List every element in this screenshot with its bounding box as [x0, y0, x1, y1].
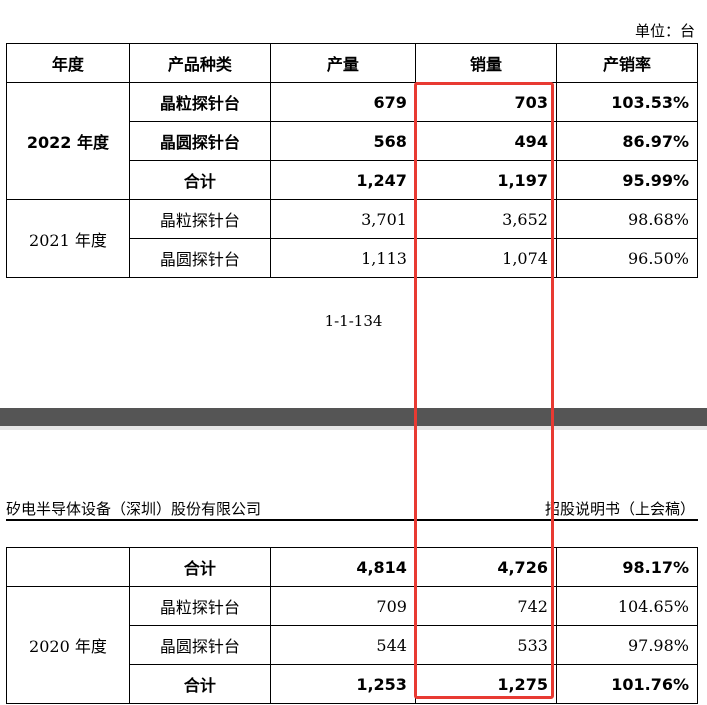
- type-cell: 晶粒探针台: [128, 82, 271, 122]
- production-cell: 1,113: [269, 238, 416, 278]
- rate-cell: 96.50%: [555, 238, 699, 278]
- sales-cell: 1,074: [414, 238, 557, 278]
- rate-cell: 98.17%: [555, 547, 699, 587]
- header-sales: 销量: [414, 43, 557, 83]
- unit-label: 单位：台: [634, 22, 695, 40]
- rate-cell: 101.76%: [555, 664, 699, 704]
- header-production: 产量: [269, 43, 416, 83]
- table-row: 2020 年度 晶粒探针台 709 742 104.65%: [6, 586, 699, 704]
- rate-cell: 104.65%: [555, 586, 699, 626]
- type-cell: 晶粒探针台: [128, 199, 271, 239]
- page-header-doc: 招股说明书（上会稿）: [544, 500, 695, 518]
- table-row: 晶圆探针台 1,113 1,074 96.50%: [7, 238, 699, 278]
- table-row: 合计 1,247 1,197 95.99%: [7, 160, 699, 200]
- sales-cell: 4,726: [414, 547, 557, 587]
- type-cell: 晶圆探针台: [128, 121, 271, 161]
- table-row: 2022 年度 晶粒探针台 679 703 103.53%: [6, 82, 699, 200]
- page-number: 1-1-134: [324, 312, 383, 330]
- sales-cell: 1,197: [414, 160, 557, 200]
- sales-cell: 494: [414, 121, 557, 161]
- page-separator: [0, 408, 707, 426]
- page-header-rule: [6, 519, 698, 521]
- rate-cell: 86.97%: [555, 121, 699, 161]
- production-cell: 1,247: [269, 160, 416, 200]
- type-cell: 晶圆探针台: [128, 625, 271, 665]
- production-cell: 544: [269, 625, 416, 665]
- table-row: 合计 4,814 4,726 98.17%: [6, 547, 699, 587]
- type-cell: 合计: [128, 160, 271, 200]
- table-row: 2021 年度 晶粒探针台 3,701 3,652 98.68%: [6, 199, 699, 278]
- year-cell-continued: [6, 547, 130, 587]
- type-cell: 合计: [128, 664, 271, 704]
- header-year: 年度: [6, 43, 130, 83]
- header-rate: 产销率: [555, 43, 699, 83]
- sales-cell: 703: [414, 82, 557, 122]
- rate-cell: 97.98%: [555, 625, 699, 665]
- production-cell: 568: [269, 121, 416, 161]
- year-cell: 2022 年度: [6, 82, 130, 200]
- table-header-row: 年度 产品种类 产量 销量 产销率: [6, 43, 699, 83]
- rate-cell: 95.99%: [555, 160, 699, 200]
- production-sales-table-top: 年度 产品种类 产量 销量 产销率 2022 年度 晶粒探针台 679 703 …: [6, 43, 699, 278]
- production-cell: 4,814: [269, 547, 416, 587]
- production-cell: 1,253: [269, 664, 416, 704]
- production-cell: 679: [269, 82, 416, 122]
- sales-cell: 533: [414, 625, 557, 665]
- type-cell: 晶圆探针台: [128, 238, 271, 278]
- type-cell: 晶粒探针台: [128, 586, 271, 626]
- rate-cell: 103.53%: [555, 82, 699, 122]
- header-product-type: 产品种类: [128, 43, 271, 83]
- page-separator-shadow: [0, 426, 707, 430]
- sales-cell: 742: [414, 586, 557, 626]
- table-row: 晶圆探针台 544 533 97.98%: [7, 625, 699, 665]
- sales-cell: 3,652: [414, 199, 557, 239]
- year-cell: 2021 年度: [6, 199, 130, 278]
- year-cell: 2020 年度: [6, 586, 130, 704]
- page-header-company: 矽电半导体设备（深圳）股份有限公司: [6, 500, 262, 518]
- production-cell: 3,701: [269, 199, 416, 239]
- rate-cell: 98.68%: [555, 199, 699, 239]
- table-row: 晶圆探针台 568 494 86.97%: [7, 121, 699, 161]
- type-cell: 合计: [128, 547, 271, 587]
- sales-cell: 1,275: [414, 664, 557, 704]
- production-cell: 709: [269, 586, 416, 626]
- production-sales-table-bottom: 合计 4,814 4,726 98.17% 2020 年度 晶粒探针台 709 …: [6, 547, 699, 704]
